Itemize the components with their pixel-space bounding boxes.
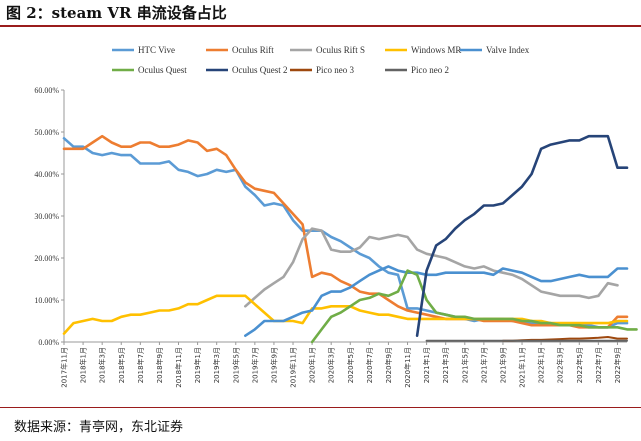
series-line-windows-mr	[62, 294, 629, 335]
series-line-oculus-quest	[310, 269, 638, 344]
legend-label: Oculus Quest	[138, 65, 187, 75]
legend-item: Oculus Rift	[206, 45, 274, 55]
legend-item: Pico neo 3	[290, 65, 354, 75]
series-line-oculus-rift-s	[244, 227, 619, 308]
y-tick-label: 30.00%	[34, 212, 59, 221]
series-line-htc-vive	[62, 137, 629, 329]
series-line-valve-index	[244, 265, 629, 338]
legend-label: Windows MR	[411, 45, 461, 55]
x-tick-label: 2021年7月	[479, 347, 488, 383]
x-tick-label: 2019年1月	[193, 347, 202, 383]
source-note: 数据来源：青亭网，东北证券	[14, 420, 184, 435]
legend-label: Oculus Quest 2	[232, 65, 288, 75]
x-tick-label: 2018年1月	[79, 347, 88, 383]
x-tick-label: 2019年11月	[289, 347, 298, 388]
x-tick-label: 2020年3月	[327, 347, 336, 383]
footer-rule	[0, 407, 641, 408]
legend-label: Pico neo 3	[316, 65, 354, 75]
x-tick-label: 2022年9月	[613, 347, 622, 383]
legend-item: Pico neo 2	[385, 65, 449, 75]
y-tick-label: 10.00%	[34, 296, 59, 305]
x-tick-label: 2018年5月	[117, 347, 126, 383]
x-tick-label: 2021年11月	[518, 347, 527, 388]
x-tick-label: 2020年7月	[365, 347, 374, 383]
legend-item: Valve Index	[460, 45, 530, 55]
y-tick-label: 60.00%	[34, 86, 59, 95]
legend-item: Oculus Quest	[112, 65, 187, 75]
chart: HTC Vive Oculus Rift Oculus Rift S Windows …	[34, 45, 638, 388]
legend-label: Pico neo 2	[411, 65, 449, 75]
x-tick-label: 2022年3月	[556, 347, 565, 383]
x-tick-label: 2017年11月	[60, 347, 69, 388]
legend-label: Oculus Rift S	[316, 45, 365, 55]
y-tick-label: 20.00%	[34, 254, 59, 263]
x-tick-label: 2019年5月	[231, 347, 240, 383]
plot-area	[62, 134, 638, 344]
x-tick-label: 2021年5月	[460, 347, 469, 383]
legend-label: HTC Vive	[138, 45, 175, 55]
x-tick-label: 2021年3月	[441, 347, 450, 383]
y-axis: 0.00% 10.00% 20.00% 30.00% 40.00% 50.00% 60.00…	[34, 86, 65, 347]
y-tick-label: 40.00%	[34, 170, 59, 179]
x-tick-label: 2021年1月	[422, 347, 431, 383]
x-tick-label: 2019年7月	[250, 347, 259, 383]
x-tick-label: 2020年11月	[403, 347, 412, 388]
x-tick-label: 2020年1月	[308, 347, 317, 383]
x-tick-label: 2018年7月	[136, 347, 145, 383]
legend-item: Windows MR	[385, 45, 461, 55]
legend-label: Valve Index	[486, 45, 530, 55]
x-tick-label: 2020年9月	[384, 347, 393, 383]
series-line-oculus-quest-2	[415, 134, 629, 338]
title-rule	[0, 25, 641, 27]
legend: HTC Vive Oculus Rift Oculus Rift S Windows …	[112, 45, 530, 75]
x-tick-label: 2018年3月	[98, 347, 107, 383]
legend-item: HTC Vive	[112, 45, 175, 55]
x-tick-label: 2018年9月	[155, 347, 164, 383]
x-axis: 2017年11月 2018年1月 2018年3月 2018年5月 2018年7月 2018…	[60, 341, 627, 388]
legend-item: Oculus Quest 2	[206, 65, 288, 75]
series-line-oculus-rift	[62, 134, 629, 329]
y-tick-label: 0.00%	[38, 338, 59, 347]
x-tick-label: 2019年3月	[212, 347, 221, 383]
y-tick-label: 50.00%	[34, 128, 59, 137]
x-tick-label: 2022年5月	[575, 347, 584, 383]
x-tick-label: 2022年7月	[594, 347, 603, 383]
x-tick-label: 2019年9月	[269, 347, 278, 383]
legend-label: Oculus Rift	[232, 45, 274, 55]
x-tick-label: 2022年1月	[537, 347, 546, 383]
figure-title: 图 2：steam VR 串流设备占比	[6, 4, 227, 22]
x-tick-label: 2020年5月	[346, 347, 355, 383]
x-tick-label: 2018年11月	[174, 347, 183, 388]
x-tick-label: 2021年9月	[498, 347, 507, 383]
legend-item: Oculus Rift S	[290, 45, 365, 55]
